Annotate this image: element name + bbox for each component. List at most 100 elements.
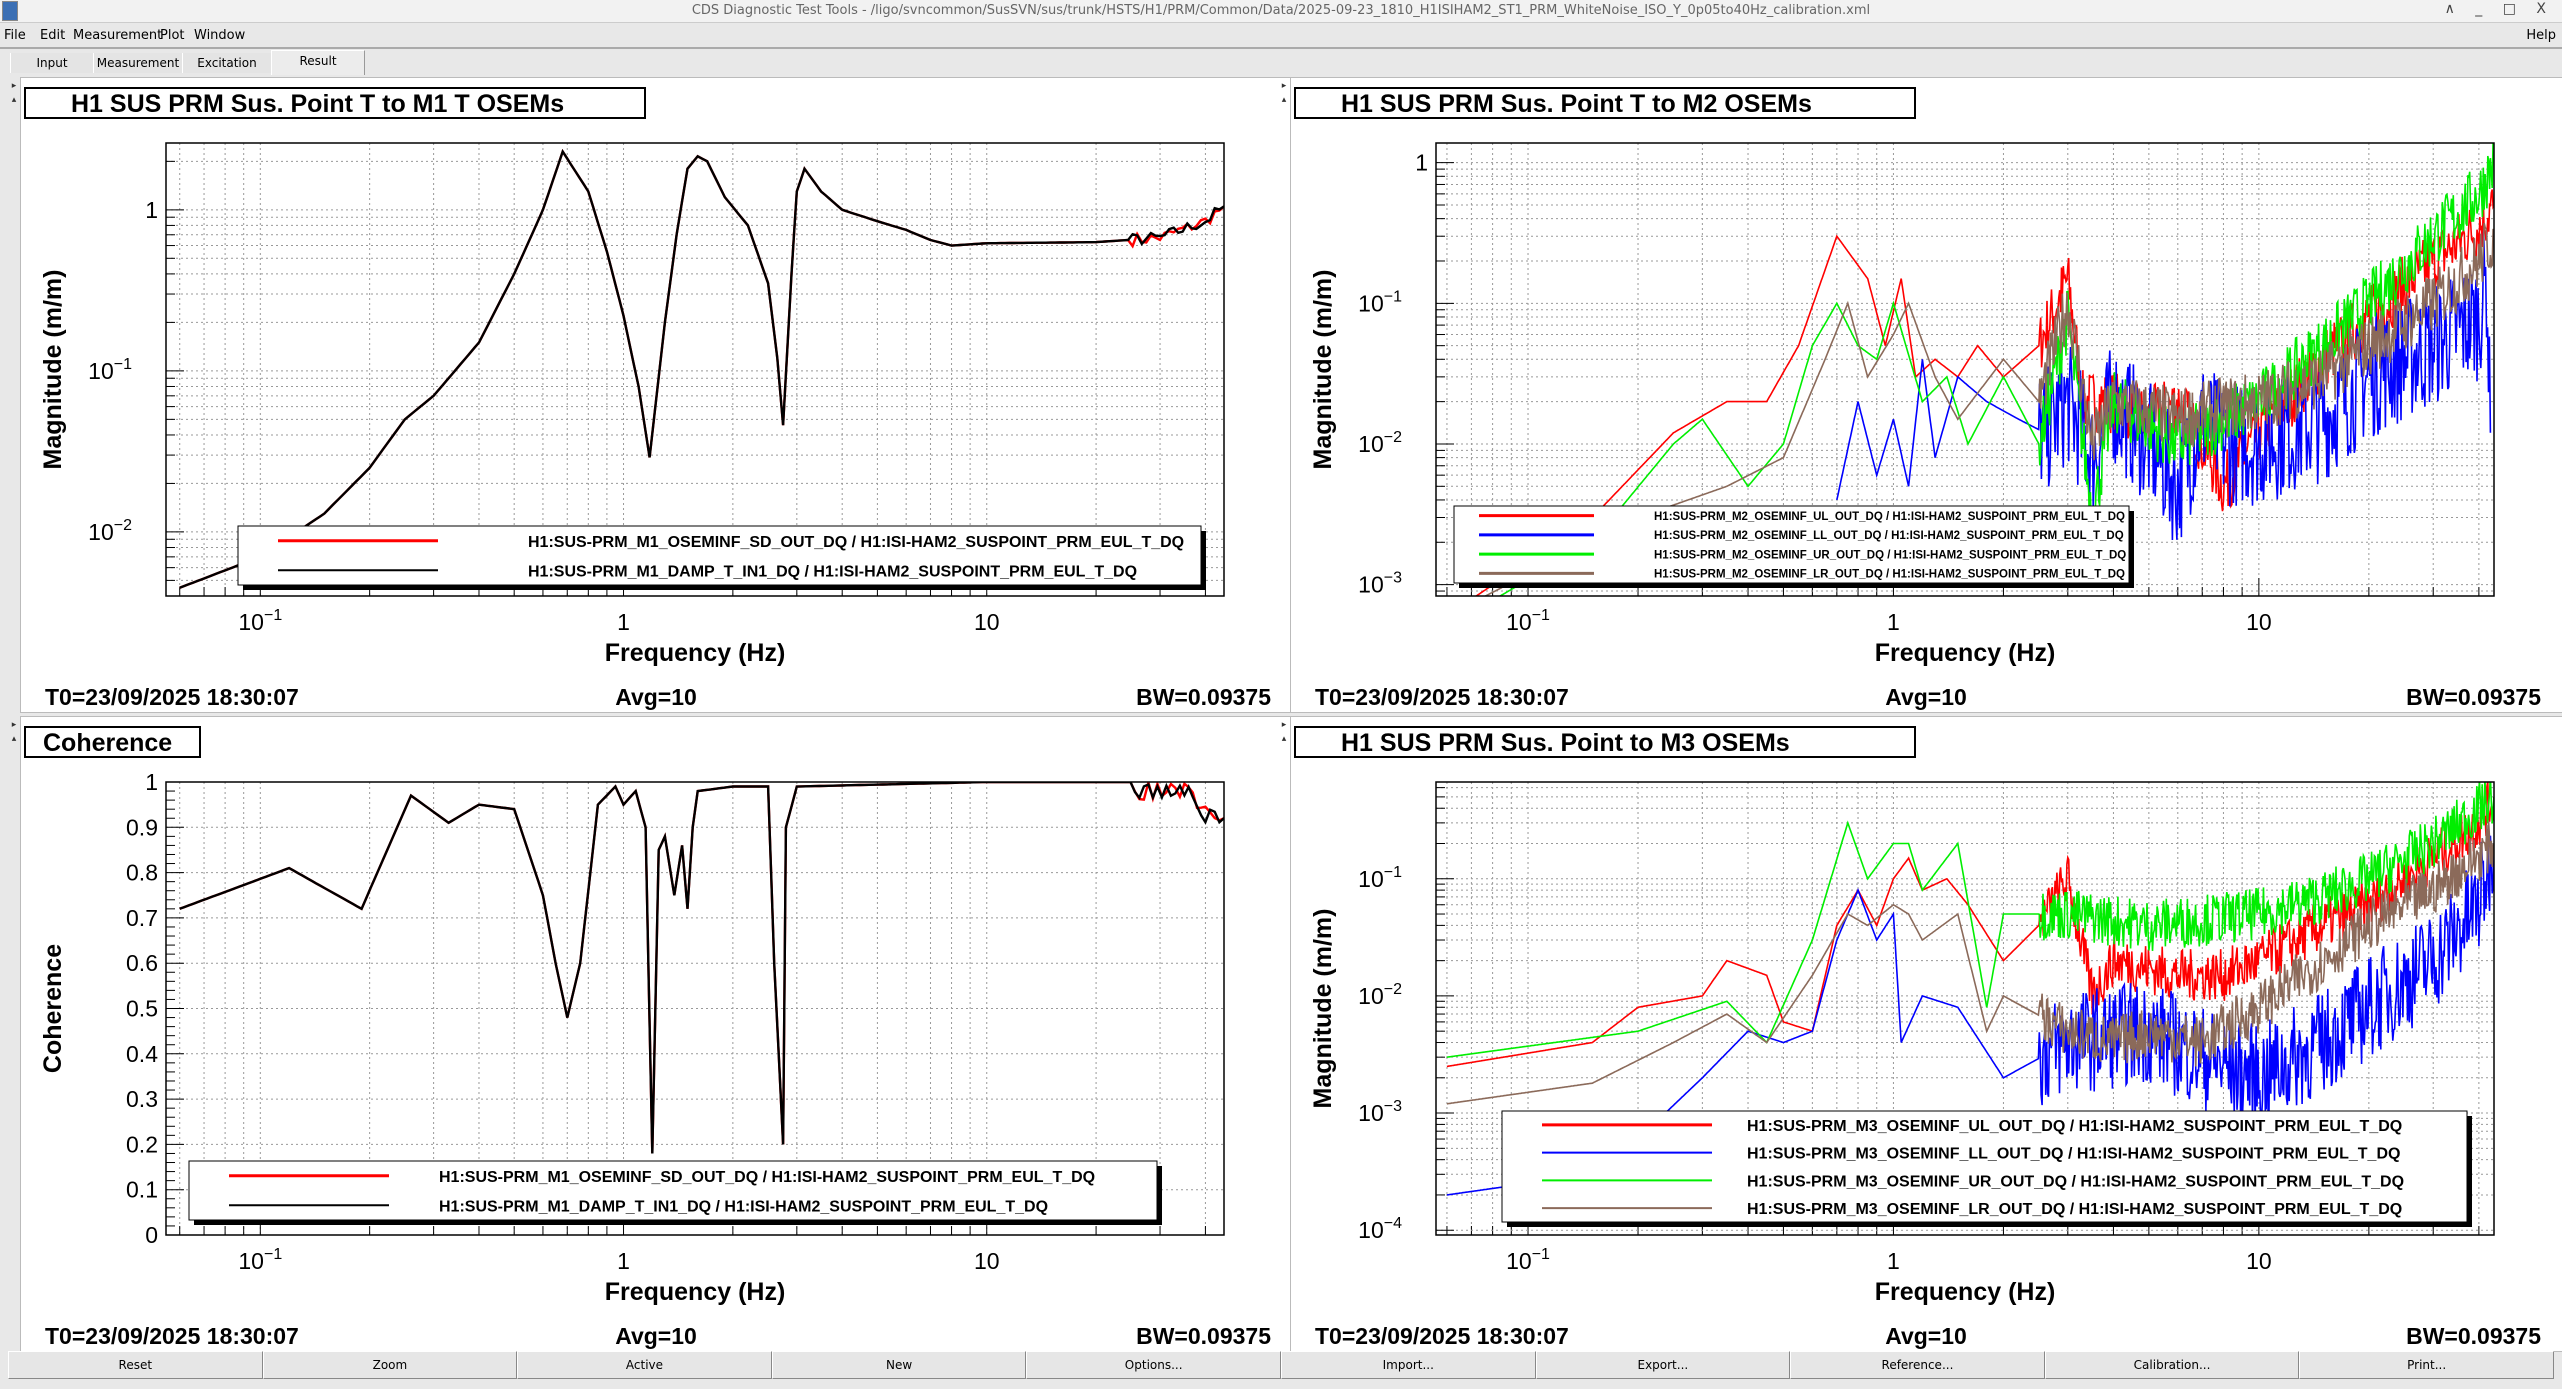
x-tick-label-exp: −1	[264, 607, 282, 624]
chart-m1[interactable]: H1 SUS PRM Sus. Point T to M1 T OSEMs10−…	[21, 78, 1293, 712]
x-tick-label-base: 10	[1506, 609, 1532, 635]
y-tick-label-base: 10	[1358, 866, 1384, 892]
y-tick-label: 10−2	[88, 517, 132, 545]
menu-plot[interactable]: Plot	[160, 28, 185, 43]
y-axis-label: Magnitude (m/m)	[1309, 909, 1337, 1109]
plot-panel-m3[interactable]: ▸ ▴ H1 SUS PRM Sus. Point to M3 OSEMs 10−…	[1282, 716, 2562, 1352]
chart-title: H1 SUS PRM Sus. Point to M3 OSEMs	[1341, 729, 1790, 757]
x-tick-label-base: 10	[974, 1248, 1000, 1274]
chart-title-box	[1294, 87, 1916, 119]
y-tick-label-exp: −1	[114, 356, 132, 373]
x-tick-label: 1	[1887, 1248, 1900, 1274]
x-tick-label: 10	[974, 609, 1000, 635]
x-tick-label: 10−1	[238, 1246, 282, 1274]
tab-bar: Input Measurement Excitation Result	[0, 50, 2562, 75]
x-axis-label: Frequency (Hz)	[605, 1278, 786, 1306]
tab-result[interactable]: Result	[271, 50, 365, 75]
x-tick-label: 10−1	[1506, 1246, 1550, 1274]
x-tick-label-base: 10	[2246, 1248, 2272, 1274]
legend-label: H1:SUS-PRM_M3_OSEMINF_UR_OUT_DQ / H1:ISI…	[1747, 1173, 2404, 1190]
y-tick-label-exp: −2	[114, 517, 132, 534]
y-tick-label: 10−2	[1358, 429, 1402, 457]
menu-window[interactable]: Window	[194, 28, 246, 43]
legend-box	[188, 1160, 1158, 1221]
legend-label: H1:SUS-PRM_M2_OSEMINF_UL_OUT_DQ / H1:ISI…	[1654, 511, 2125, 523]
plot-panel-coherence[interactable]: ▸ ▴ Coherence 10−1 1 10 0 0.1 0.2 0.3 0.4 0.5 0.6 0…	[12, 716, 1294, 1352]
legend-label: H1:SUS-PRM_M1_DAMP_T_IN1_DQ / H1:ISI-HAM…	[528, 563, 1137, 580]
export-button[interactable]: Export...	[1535, 1351, 1791, 1379]
panel-arrow-right-icon[interactable]: ▸	[1281, 81, 1287, 91]
tab-input[interactable]: Input	[10, 53, 94, 73]
chart-m3[interactable]: H1 SUS PRM Sus. Point to M3 OSEMs 10−1 1 10…	[1291, 717, 2562, 1351]
x-tick-label: 10−1	[238, 607, 282, 635]
x-tick-label-base: 1	[1887, 609, 1900, 635]
y-tick-label-base: 0.1	[126, 1177, 158, 1203]
y-tick-label-base: 1	[145, 197, 158, 223]
legend-box	[1501, 1110, 2468, 1223]
new-button[interactable]: New	[771, 1351, 1027, 1379]
panel-arrow-right-icon[interactable]: ▸	[11, 81, 17, 91]
y-tick-label: 10−3	[1358, 570, 1402, 598]
panel-arrow-up-icon[interactable]: ▴	[11, 95, 17, 105]
series-line-1	[1836, 231, 2492, 541]
tab-measurement[interactable]: Measurement	[93, 53, 183, 73]
footer-t0: T0=23/09/2025 18:30:07	[45, 1323, 299, 1349]
menu-file[interactable]: File	[4, 28, 26, 43]
active-button[interactable]: Active	[517, 1351, 772, 1379]
y-tick-label-exp: −2	[1384, 981, 1402, 998]
panel-arrow-up-icon[interactable]: ▴	[11, 734, 17, 744]
chart-title-box	[1294, 726, 1916, 758]
y-tick-label-base: 10	[1358, 431, 1384, 457]
x-tick-label-exp: −1	[1532, 607, 1550, 624]
tab-excitation[interactable]: Excitation	[182, 53, 272, 73]
y-tick-label: 10−1	[1358, 288, 1402, 316]
x-tick-label: 1	[617, 1248, 630, 1274]
menu-edit[interactable]: Edit	[40, 28, 66, 43]
y-tick-label: 0.8	[126, 860, 158, 886]
x-axis-label: Frequency (Hz)	[1875, 639, 2056, 667]
panel-arrow-up-icon[interactable]: ▴	[1281, 95, 1287, 105]
import-button[interactable]: Import...	[1280, 1351, 1536, 1379]
x-tick-label-base: 10	[2246, 609, 2272, 635]
panel-arrow-up-icon[interactable]: ▴	[1281, 734, 1287, 744]
chart-title: Coherence	[43, 729, 172, 757]
app-icon	[2, 1, 18, 21]
plot-panel-m1[interactable]: ▸ ▴ H1 SUS PRM Sus. Point T to M1 T OSEM…	[12, 77, 1294, 713]
footer-bw: BW=0.09375	[1136, 1323, 1271, 1349]
window-title-bar: CDS Diagnostic Test Tools - /ligo/svncom…	[0, 0, 2562, 23]
y-tick-label-base: 0.9	[126, 814, 158, 840]
legend-label: H1:SUS-PRM_M2_OSEMINF_LR_OUT_DQ / H1:ISI…	[1654, 569, 2125, 581]
legend-label: H1:SUS-PRM_M2_OSEMINF_UR_OUT_DQ / H1:ISI…	[1654, 549, 2126, 561]
window-controls[interactable]: ∧ _ □ X	[2444, 1, 2554, 17]
print-button[interactable]: Print...	[2299, 1351, 2554, 1379]
x-axis-label: Frequency (Hz)	[605, 639, 786, 667]
footer-avg: Avg=10	[1885, 1323, 1967, 1349]
options-button[interactable]: Options...	[1026, 1351, 1281, 1379]
y-tick-label-base: 1	[145, 769, 158, 795]
bottom-button-bar: Reset Zoom Active New Options... Import.…	[8, 1351, 2554, 1379]
menu-help[interactable]: Help	[2526, 28, 2556, 43]
series-line-2	[1446, 782, 2494, 1058]
panel-arrow-right-icon[interactable]: ▸	[1281, 720, 1287, 730]
legend-label: H1:SUS-PRM_M3_OSEMINF_LR_OUT_DQ / H1:ISI…	[1747, 1201, 2402, 1218]
menu-measurement[interactable]: Measurement	[73, 28, 163, 43]
plot-panel-m2[interactable]: ▸ ▴ H1 SUS PRM Sus. Point T to M2 OSEMs 1…	[1282, 77, 2562, 713]
footer-bw: BW=0.09375	[1136, 684, 1271, 710]
y-tick-label: 0.1	[126, 1177, 158, 1203]
reset-button[interactable]: Reset	[8, 1351, 263, 1379]
panel-arrow-right-icon[interactable]: ▸	[11, 720, 17, 730]
zoom-button[interactable]: Zoom	[262, 1351, 518, 1379]
y-tick-label-exp: −3	[1384, 570, 1402, 587]
series-line-1	[179, 782, 1224, 1154]
y-tick-label-exp: −4	[1384, 1215, 1402, 1232]
y-axis-label: Coherence	[39, 944, 67, 1073]
y-axis-label: Magnitude (m/m)	[1309, 270, 1337, 470]
y-tick-label: 1	[1415, 150, 1428, 176]
x-tick-label-base: 10	[238, 609, 264, 635]
reference-button[interactable]: Reference...	[1790, 1351, 2045, 1379]
footer-bw: BW=0.09375	[2406, 684, 2541, 710]
plot-frame	[165, 781, 1225, 1236]
calibration-button[interactable]: Calibration...	[2044, 1351, 2300, 1379]
